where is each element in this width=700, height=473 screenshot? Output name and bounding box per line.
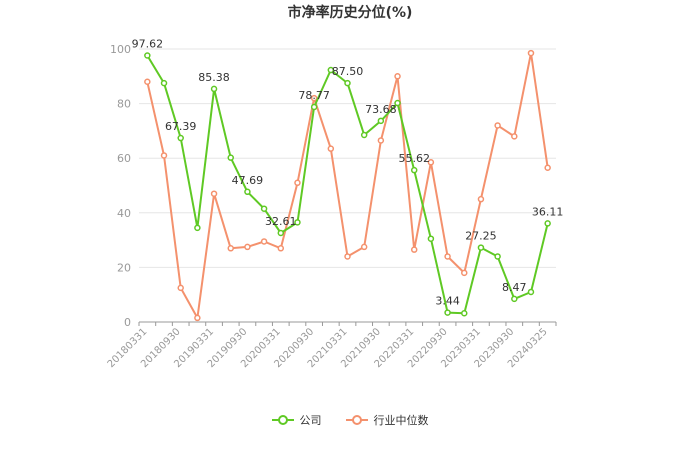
data-label-company: 3.44 (435, 295, 460, 308)
data-label-company: 85.38 (198, 71, 230, 84)
data-point-industry-median (244, 243, 251, 251)
data-point-industry-median (210, 190, 218, 197)
data-point-industry-median (377, 137, 385, 144)
data-label-company: 87.50 (332, 65, 364, 78)
data-point-industry-median (310, 94, 318, 102)
legend-label-industry-median: 行业中位数 (373, 414, 429, 427)
data-label-company: 27.25 (465, 230, 497, 243)
data-label-company: 55.62 (398, 152, 430, 165)
data-point-industry-median (177, 284, 184, 292)
legend-label-company: 公司 (299, 414, 322, 427)
data-point-company (461, 310, 468, 317)
data-label-company: 47.69 (232, 174, 264, 187)
data-point-industry-median (427, 159, 435, 166)
data-label-company: 73.68 (365, 103, 397, 116)
data-label-company: 8.47 (502, 281, 527, 294)
data-point-company (544, 220, 551, 227)
data-point-industry-median (277, 245, 285, 252)
data-point-company (260, 205, 268, 212)
data-point-industry-median (494, 122, 501, 129)
data-label-company: 97.62 (132, 37, 164, 50)
data-point-company (394, 99, 401, 107)
data-label-company: 67.39 (165, 120, 197, 133)
data-point-company (177, 134, 184, 142)
data-point-company (527, 288, 535, 296)
data-point-company (344, 79, 351, 87)
data-point-industry-median (327, 145, 335, 152)
y-tick-label: 80 (117, 98, 131, 111)
legend-swatch-industry-median (345, 415, 368, 425)
y-tick-label: 100 (110, 43, 131, 56)
y-tick-label: 40 (117, 207, 131, 220)
data-point-industry-median (410, 246, 418, 253)
data-label-company: 78.77 (298, 89, 330, 102)
data-point-industry-median (227, 245, 234, 252)
y-tick-label: 60 (117, 152, 131, 165)
data-point-industry-median (360, 243, 368, 251)
chart-title: 市净率历史分位(%) (287, 5, 413, 21)
data-point-industry-median (194, 314, 201, 322)
data-point-industry-median (394, 73, 401, 80)
data-point-company (210, 85, 218, 93)
series (144, 49, 551, 322)
data-point-industry-median (144, 78, 151, 86)
y-tick-label: 0 (124, 316, 131, 329)
data-point-industry-median (160, 152, 168, 159)
data-point-company (227, 154, 234, 161)
data-point-company (377, 117, 385, 125)
data-point-company (511, 295, 518, 303)
data-point-company (360, 131, 368, 139)
data-point-company (294, 219, 301, 226)
series-line-company (146, 54, 549, 315)
legend-swatch-company (271, 415, 294, 425)
data-point-company (327, 66, 335, 74)
data-point-company (310, 103, 318, 111)
legend-item-company[interactable]: 公司 (271, 412, 322, 428)
data-point-company (477, 244, 485, 251)
data-point-company (427, 235, 435, 242)
data-point-company (410, 166, 418, 174)
data-point-industry-median (544, 164, 551, 172)
data-label-company: 36.11 (532, 205, 564, 218)
legend: 公司 行业中位数 (0, 411, 700, 429)
axes: 0204060801002018033120180930201903312019… (106, 43, 557, 370)
y-tick-label: 20 (117, 261, 131, 274)
data-point-company (160, 79, 168, 87)
data-point-industry-median (294, 179, 301, 187)
data-point-industry-median (260, 238, 268, 245)
grid-lines (139, 48, 556, 268)
series-line-industry-median (146, 52, 549, 319)
data-point-industry-median (527, 49, 535, 57)
data-point-industry-median (511, 133, 518, 140)
data-point-company (444, 309, 451, 316)
data-point-industry-median (344, 253, 351, 260)
data-point-company (277, 229, 285, 237)
data-point-company (144, 52, 151, 59)
data-point-industry-median (477, 195, 485, 203)
data-point-company (244, 188, 251, 196)
data-point-company (494, 253, 501, 260)
data-point-company (194, 224, 201, 232)
data-point-industry-median (461, 269, 468, 277)
legend-item-industry-median[interactable]: 行业中位数 (345, 412, 429, 428)
data-label-company: 32.61 (265, 215, 297, 228)
data-point-industry-median (444, 253, 451, 260)
